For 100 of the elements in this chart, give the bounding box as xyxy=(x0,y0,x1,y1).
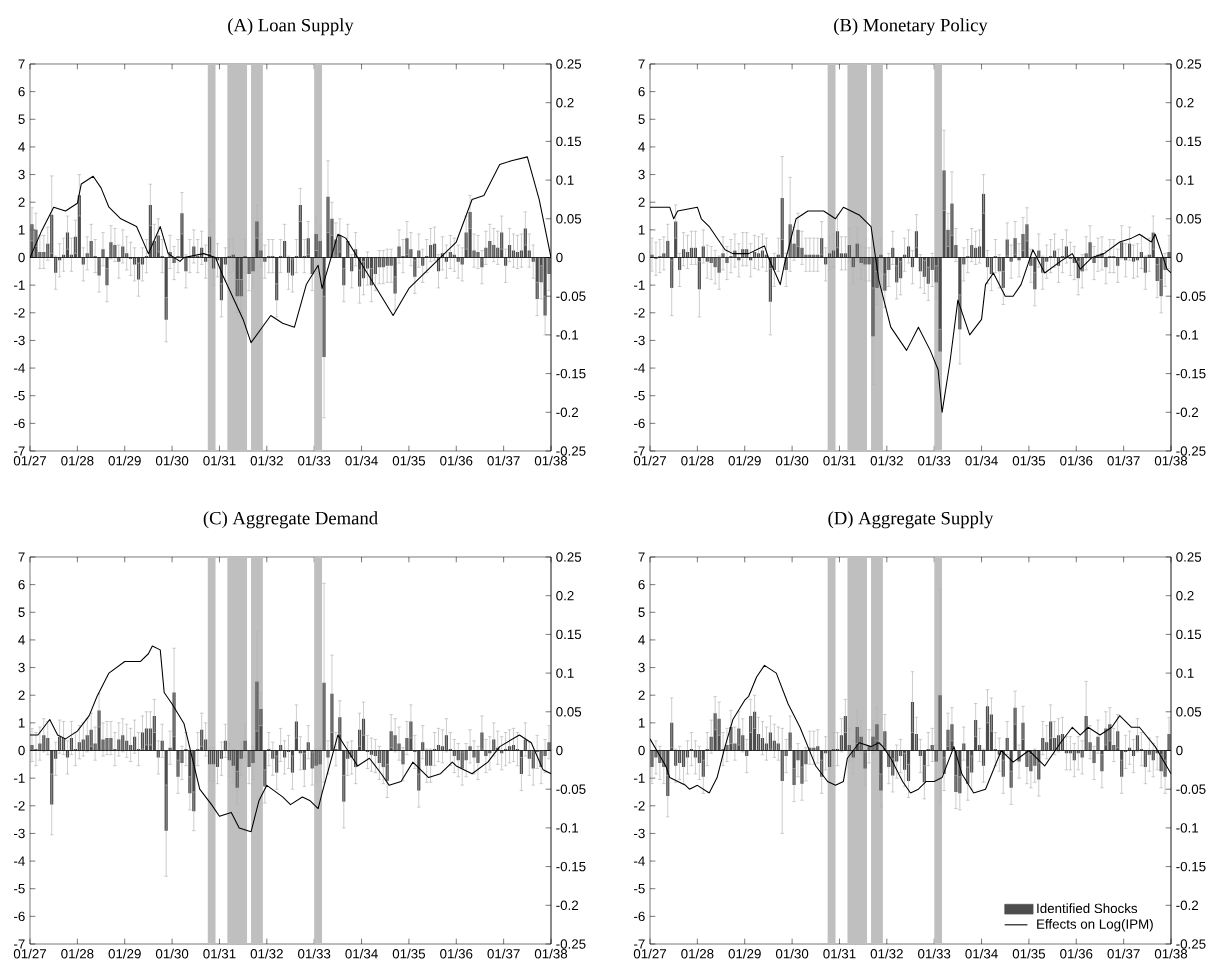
x-tick-label: 01/34 xyxy=(345,455,378,466)
y-tick-label: 3 xyxy=(638,662,645,673)
y2-tick-label: 0.15 xyxy=(556,136,582,147)
x-tick-label: 01/37 xyxy=(1107,455,1140,466)
y2-tick-label: -0.2 xyxy=(1176,900,1199,911)
y2-tick-label: 0.15 xyxy=(1176,136,1202,147)
x-tick-label: 01/32 xyxy=(250,455,283,466)
chart-title: (A) Loan Supply xyxy=(228,18,354,36)
y-tick-label: 3 xyxy=(18,169,25,180)
y2-tick-label: -0.2 xyxy=(1176,407,1199,418)
x-tick-label: 01/34 xyxy=(965,455,998,466)
y-tick-label: -6 xyxy=(14,911,25,922)
y2-tick-label: -0.1 xyxy=(1176,823,1199,833)
y2-tick-label: 0.25 xyxy=(1176,59,1202,69)
x-tick-label: 01/32 xyxy=(250,948,283,959)
x-tick-label: 01/37 xyxy=(1107,948,1140,959)
y-tick-label: 6 xyxy=(638,579,645,590)
x-tick-label: 01/31 xyxy=(203,948,236,959)
x-tick-label: 01/31 xyxy=(823,948,856,959)
y-tick-label: -7 xyxy=(634,446,645,456)
y-tick-label: 4 xyxy=(18,635,25,645)
y2-tick-label: 0.2 xyxy=(556,590,574,601)
x-tick-label: 01/28 xyxy=(61,455,94,466)
y2-tick-label: -0.1 xyxy=(1176,330,1199,340)
x-tick-label: 01/31 xyxy=(203,455,236,466)
y2-tick-label: -0.25 xyxy=(1176,446,1206,456)
y2-tick-label: 0 xyxy=(1176,745,1183,756)
y-tick-label: 5 xyxy=(18,114,25,124)
x-tick-label: 01/27 xyxy=(633,948,667,959)
y-tick-label: 6 xyxy=(18,86,25,97)
x-tick-label: 01/38 xyxy=(534,948,568,959)
y2-tick-label: -0.25 xyxy=(1176,939,1206,949)
y-tick-label: -3 xyxy=(14,335,25,346)
x-tick-label: 01/38 xyxy=(1154,948,1188,959)
x-tick-label: 01/37 xyxy=(487,455,520,466)
y2-tick-label: 0.25 xyxy=(556,59,582,69)
y-tick-label: -6 xyxy=(634,911,645,922)
y-tick-label: 0 xyxy=(638,745,645,756)
y-tick-label: 2 xyxy=(638,197,645,207)
x-tick-label: 01/35 xyxy=(392,948,426,959)
x-tick-label: 01/27 xyxy=(13,948,47,959)
y-tick-label: 1 xyxy=(18,225,25,235)
y-tick-label: -4 xyxy=(634,856,645,866)
x-tick-label: 01/37 xyxy=(487,948,520,959)
y-tick-label: 1 xyxy=(638,718,645,728)
y2-tick-label: -0.15 xyxy=(556,368,586,379)
x-tick-label: 01/30 xyxy=(155,948,189,959)
y-tick-label: -3 xyxy=(634,828,645,839)
y2-tick-label: 0.1 xyxy=(1176,668,1194,678)
x-tick-label: 01/28 xyxy=(61,948,94,959)
x-tick-label: 01/36 xyxy=(440,948,473,959)
y-tick-label: -1 xyxy=(634,773,645,783)
y2-tick-label: -0.05 xyxy=(1176,784,1206,794)
x-tick-label: 01/33 xyxy=(918,948,951,959)
y-tick-label: -5 xyxy=(14,391,25,401)
y2-tick-label: 0.25 xyxy=(1176,552,1202,562)
y-tick-label: -1 xyxy=(14,280,25,290)
y-tick-label: 5 xyxy=(638,114,645,124)
y2-tick-label: -0.05 xyxy=(556,291,586,301)
x-tick-label: 01/38 xyxy=(534,455,568,466)
y2-tick-label: 0.05 xyxy=(556,707,582,717)
y-tick-label: -4 xyxy=(634,363,645,373)
y2-tick-label: 0.1 xyxy=(1176,175,1194,185)
y-tick-label: 7 xyxy=(638,552,645,562)
y-tick-label: 7 xyxy=(18,59,25,69)
y2-tick-label: 0.2 xyxy=(1176,590,1194,601)
chart-title: (B) Monetary Policy xyxy=(834,18,988,36)
y2-tick-label: -0.15 xyxy=(556,861,586,872)
y-tick-label: 4 xyxy=(18,142,25,152)
y2-tick-label: -0.25 xyxy=(556,939,586,949)
y2-tick-label: -0.25 xyxy=(556,446,586,456)
x-tick-label: 01/30 xyxy=(775,455,809,466)
y-tick-label: -7 xyxy=(14,939,25,949)
x-tick-label: 01/29 xyxy=(108,455,141,466)
x-tick-label: 01/30 xyxy=(775,948,809,959)
y2-tick-label: 0.15 xyxy=(1176,629,1202,640)
x-tick-label: 01/33 xyxy=(298,455,331,466)
y-tick-label: -1 xyxy=(634,280,645,290)
y-tick-label: 2 xyxy=(18,690,25,700)
y2-tick-label: 0.15 xyxy=(556,629,582,640)
y-tick-label: -6 xyxy=(634,418,645,429)
y-tick-label: 3 xyxy=(18,662,25,673)
y2-tick-label: 0.05 xyxy=(1176,214,1202,224)
x-tick-label: 01/31 xyxy=(823,455,856,466)
x-tick-label: 01/29 xyxy=(728,948,761,959)
y-tick-label: 6 xyxy=(638,86,645,97)
y-tick-label: -5 xyxy=(634,884,645,894)
x-tick-label: 01/32 xyxy=(870,455,903,466)
x-tick-label: 01/33 xyxy=(918,455,951,466)
y2-tick-label: -0.15 xyxy=(1176,368,1206,379)
y-tick-label: 4 xyxy=(638,142,645,152)
y-tick-label: 3 xyxy=(638,169,645,180)
x-tick-label: 01/32 xyxy=(870,948,903,959)
y-tick-label: 2 xyxy=(638,690,645,700)
y-tick-label: -7 xyxy=(14,446,25,456)
x-tick-label: 01/35 xyxy=(1012,948,1046,959)
x-tick-label: 01/30 xyxy=(155,455,189,466)
y2-tick-label: -0.1 xyxy=(556,330,579,340)
y-tick-label: 1 xyxy=(18,718,25,728)
y-tick-label: -3 xyxy=(14,828,25,839)
